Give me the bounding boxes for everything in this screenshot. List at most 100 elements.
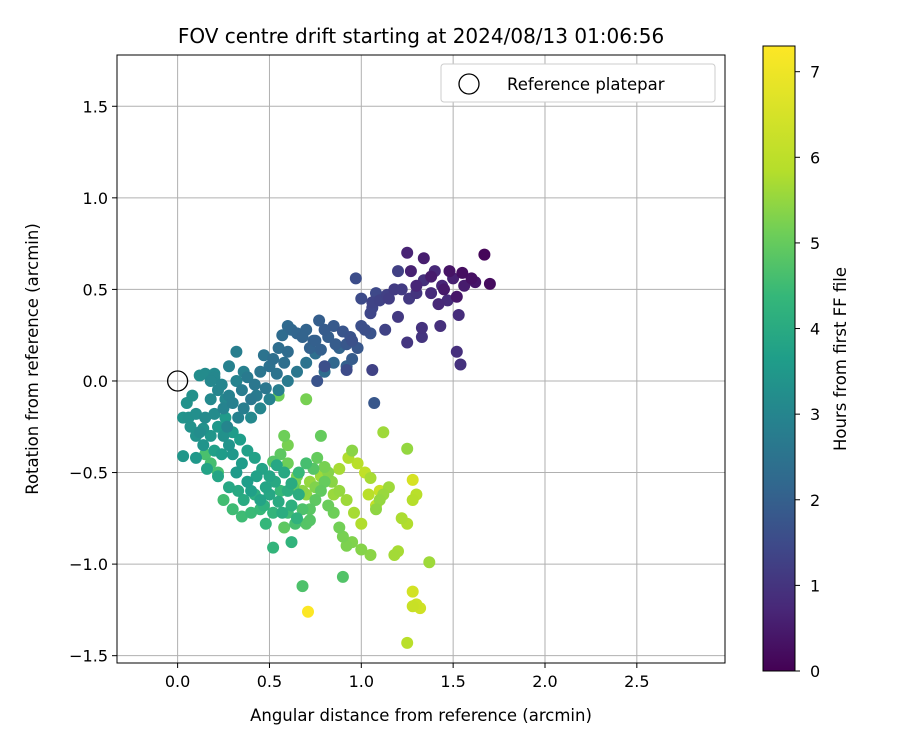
reference-platepar-marker bbox=[166, 370, 189, 392]
y-ticks: −1.5 −1.0 −0.5 0.0 0.5 1.0 1.5 bbox=[69, 97, 117, 666]
data-point bbox=[458, 279, 471, 292]
data-point bbox=[248, 451, 261, 464]
legend-box bbox=[440, 63, 716, 103]
data-point bbox=[263, 393, 276, 406]
colorbar-ticks: 0 1 2 3 4 5 6 7 bbox=[795, 63, 820, 681]
data-point bbox=[362, 488, 375, 501]
data-point bbox=[177, 450, 190, 463]
data-point bbox=[281, 345, 294, 358]
data-point bbox=[184, 420, 197, 433]
data-point bbox=[314, 429, 327, 442]
data-point bbox=[318, 360, 331, 373]
chart-title: FOV centre drift starting at 2024/08/13 … bbox=[178, 24, 664, 48]
colorbar-tick-label: 7 bbox=[810, 63, 820, 82]
data-point bbox=[232, 484, 245, 497]
data-point bbox=[346, 444, 359, 457]
data-point bbox=[401, 336, 414, 349]
data-point bbox=[223, 439, 235, 452]
colorbar-tick-label: 1 bbox=[810, 576, 820, 595]
data-point bbox=[333, 462, 346, 475]
data-point bbox=[454, 358, 467, 371]
data-point bbox=[478, 248, 491, 261]
data-point bbox=[300, 323, 313, 336]
x-axis-label: Angular distance from reference (arcmin) bbox=[250, 706, 592, 725]
data-point bbox=[438, 283, 450, 296]
data-point bbox=[278, 429, 291, 442]
data-point bbox=[483, 277, 496, 290]
y-tick-label: −1.5 bbox=[69, 647, 108, 666]
data-point bbox=[270, 459, 283, 472]
data-point bbox=[364, 472, 377, 484]
data-point bbox=[318, 461, 331, 473]
data-point bbox=[254, 365, 267, 378]
x-tick-label: 2.0 bbox=[532, 672, 557, 691]
data-point bbox=[204, 375, 217, 387]
colorbar-tick-label: 4 bbox=[810, 320, 820, 339]
data-point bbox=[235, 510, 248, 523]
data-point bbox=[443, 265, 456, 278]
data-point bbox=[336, 530, 349, 543]
data-point bbox=[340, 494, 353, 506]
data-point bbox=[406, 494, 419, 506]
y-tick-label: 1.0 bbox=[83, 189, 108, 208]
data-point bbox=[406, 585, 419, 598]
data-point bbox=[302, 605, 314, 618]
data-point bbox=[235, 457, 248, 470]
data-point bbox=[204, 393, 217, 406]
data-point bbox=[311, 451, 324, 464]
data-point bbox=[254, 494, 267, 506]
data-point bbox=[232, 411, 245, 424]
data-point bbox=[267, 353, 280, 365]
data-point bbox=[355, 292, 368, 305]
x-tick-label: 1.5 bbox=[440, 672, 465, 691]
data-point bbox=[278, 466, 291, 479]
data-point bbox=[267, 541, 280, 554]
data-point bbox=[311, 375, 324, 387]
colorbar-tick-label: 6 bbox=[810, 148, 820, 167]
data-point bbox=[404, 265, 417, 278]
data-point bbox=[373, 494, 386, 506]
data-point bbox=[346, 334, 359, 347]
data-point bbox=[314, 343, 327, 356]
data-point bbox=[272, 384, 285, 397]
data-point bbox=[292, 488, 305, 501]
data-point bbox=[379, 323, 392, 336]
y-tick-label: −0.5 bbox=[69, 464, 108, 483]
legend-entry-reference: Reference platepar bbox=[507, 75, 665, 94]
data-point bbox=[215, 448, 228, 461]
data-point bbox=[370, 503, 382, 516]
data-point bbox=[259, 517, 272, 530]
data-point bbox=[204, 429, 217, 442]
data-point bbox=[456, 266, 469, 279]
data-point bbox=[245, 411, 258, 424]
data-point bbox=[300, 356, 313, 369]
data-point bbox=[241, 371, 254, 384]
y-tick-label: 1.5 bbox=[83, 97, 108, 116]
data-point bbox=[355, 517, 368, 530]
data-point bbox=[441, 294, 454, 307]
data-point bbox=[257, 349, 270, 362]
data-point bbox=[388, 549, 401, 561]
data-point bbox=[259, 382, 272, 395]
legend-marker-icon bbox=[458, 73, 480, 95]
data-point bbox=[377, 426, 390, 439]
data-point bbox=[267, 506, 280, 519]
data-point bbox=[336, 570, 349, 583]
data-point bbox=[285, 536, 298, 549]
data-point bbox=[250, 470, 263, 483]
data-point bbox=[235, 384, 248, 397]
data-point bbox=[401, 246, 414, 259]
data-point bbox=[291, 512, 303, 525]
data-point bbox=[285, 477, 298, 490]
data-point bbox=[230, 375, 243, 387]
plot-frame bbox=[116, 54, 726, 664]
data-points bbox=[177, 246, 496, 649]
y-tick-label: −1.0 bbox=[69, 555, 108, 574]
data-point bbox=[234, 433, 247, 446]
data-point bbox=[248, 378, 261, 391]
data-point bbox=[219, 411, 232, 424]
data-point bbox=[327, 320, 340, 332]
data-point bbox=[190, 451, 202, 464]
data-point bbox=[237, 402, 250, 415]
